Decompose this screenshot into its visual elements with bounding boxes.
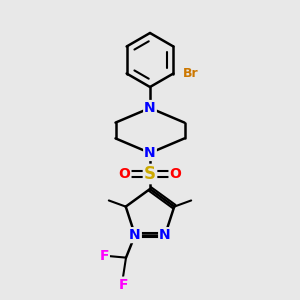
Text: N: N — [144, 146, 156, 160]
Text: F: F — [118, 278, 128, 292]
Text: N: N — [159, 228, 171, 242]
Text: N: N — [129, 228, 141, 242]
Text: O: O — [169, 167, 181, 181]
Text: O: O — [118, 167, 130, 181]
Text: Br: Br — [182, 67, 198, 80]
Text: F: F — [99, 249, 109, 263]
Text: N: N — [144, 101, 156, 115]
Text: S: S — [144, 165, 156, 183]
